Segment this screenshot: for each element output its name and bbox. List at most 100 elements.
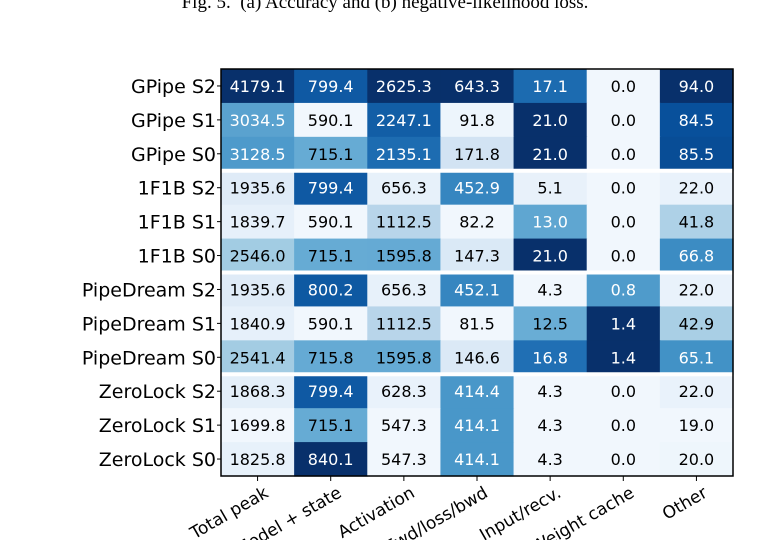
cell-value-label: 3034.5 <box>230 111 286 130</box>
heatmap-cell <box>367 204 442 240</box>
heatmap-cell <box>294 408 368 443</box>
cell-value-label: 840.1 <box>308 450 354 469</box>
cell-value-label: 91.8 <box>459 111 495 130</box>
cell-value-label: 20.0 <box>679 450 715 469</box>
heatmap-cell <box>294 340 368 375</box>
cell-value-label: 4.3 <box>537 280 562 299</box>
cell-value-label: 1825.8 <box>230 450 286 469</box>
cell-value-label: 4.3 <box>537 450 562 469</box>
heatmap-cell <box>586 442 661 477</box>
cell-value-label: 1.4 <box>611 348 636 367</box>
cell-value-label: 5.1 <box>537 179 562 198</box>
cell-value-label: 2625.3 <box>376 77 432 96</box>
heatmap-cell <box>586 170 661 206</box>
heatmap-cell <box>221 238 295 274</box>
cell-value-label: 799.4 <box>308 179 354 198</box>
heatmap-cell <box>367 69 442 104</box>
heatmap-cell <box>513 102 588 138</box>
cell-value-label: 452.9 <box>454 179 500 198</box>
heatmap-cell <box>367 136 442 172</box>
heatmap-cell <box>367 408 442 443</box>
cell-value-label: 1935.6 <box>230 280 286 299</box>
cell-value-label: 1699.8 <box>230 416 286 435</box>
cell-value-label: 0.8 <box>611 280 636 299</box>
heatmap-cell <box>586 272 661 308</box>
cell-value-label: 22.0 <box>679 280 715 299</box>
cell-value-label: 21.0 <box>532 145 568 164</box>
cell-value-label: 4.3 <box>537 382 562 401</box>
heatmap-cell <box>440 102 515 138</box>
cell-value-label: 2546.0 <box>230 247 286 266</box>
row-label: PipeDream S2 <box>82 279 216 301</box>
cell-value-label: 2135.1 <box>376 145 432 164</box>
cell-value-label: 1112.5 <box>376 314 432 333</box>
row-label: PipeDream S1 <box>82 313 216 335</box>
heatmap-cell <box>221 374 295 409</box>
cell-value-label: 0.0 <box>611 382 636 401</box>
heatmap-cell <box>367 170 442 206</box>
heatmap-cell <box>440 408 515 443</box>
cell-value-label: 0.0 <box>611 145 636 164</box>
heatmap-cell <box>221 306 295 341</box>
cell-value-label: 22.0 <box>679 382 715 401</box>
heatmap-cell <box>586 136 661 172</box>
cell-value-label: 799.4 <box>308 77 354 96</box>
cell-value-label: 452.1 <box>454 280 500 299</box>
heatmap-cell <box>294 306 368 341</box>
cell-value-label: 590.1 <box>308 111 354 130</box>
cell-value-label: 0.0 <box>611 77 636 96</box>
cell-value-label: 4179.1 <box>230 77 286 96</box>
heatmap-cell <box>440 272 515 308</box>
cell-value-label: 715.8 <box>308 348 354 367</box>
heatmap-cell <box>294 442 368 477</box>
cell-value-label: 0.0 <box>611 111 636 130</box>
heatmap-cell <box>367 306 442 341</box>
cell-value-label: 146.6 <box>454 348 500 367</box>
cell-value-label: 590.1 <box>308 314 354 333</box>
cell-value-label: 82.2 <box>459 213 495 232</box>
heatmap-cell <box>659 408 734 443</box>
heatmap-cell <box>221 204 295 240</box>
heatmap-cell <box>367 272 442 308</box>
cell-value-label: 81.5 <box>459 314 495 333</box>
cell-value-label: 41.8 <box>679 213 715 232</box>
cell-value-label: 17.1 <box>532 77 568 96</box>
cell-value-label: 3128.5 <box>230 145 286 164</box>
heatmap-cell <box>659 306 734 341</box>
heatmap-cell <box>221 102 295 138</box>
heatmap-cell <box>513 136 588 172</box>
cell-value-label: 643.3 <box>454 77 500 96</box>
cell-value-label: 1839.7 <box>230 213 286 232</box>
heatmap-cell <box>659 272 734 308</box>
cell-value-label: 0.0 <box>611 416 636 435</box>
heatmap-cell <box>440 136 515 172</box>
heatmap-cell <box>586 306 661 341</box>
heatmap-cell <box>513 408 588 443</box>
heatmap-cell <box>367 442 442 477</box>
heatmap-cell <box>513 340 588 375</box>
heatmap-cell <box>586 408 661 443</box>
cell-value-label: 1595.8 <box>376 348 432 367</box>
heatmap-cell <box>221 136 295 172</box>
heatmap-cell <box>659 340 734 375</box>
row-label: PipeDream S0 <box>82 347 216 369</box>
heatmap-cell <box>294 238 368 274</box>
heatmap-cell <box>513 238 588 274</box>
cell-value-label: 414.4 <box>454 382 500 401</box>
column-label: Other <box>659 483 711 524</box>
heatmap-cell <box>659 136 734 172</box>
heatmap-cell <box>586 238 661 274</box>
heatmap-cell <box>367 102 442 138</box>
cell-value-label: 2541.4 <box>230 348 286 367</box>
heatmap-cell <box>440 170 515 206</box>
heatmap-cell <box>659 102 734 138</box>
cell-value-label: 1595.8 <box>376 247 432 266</box>
heatmap-cell <box>440 374 515 409</box>
row-label: ZeroLock S1 <box>99 415 216 437</box>
cell-value-label: 94.0 <box>679 77 715 96</box>
heatmap-cell <box>586 204 661 240</box>
cell-value-label: 19.0 <box>679 416 715 435</box>
row-label: 1F1B S1 <box>138 212 216 234</box>
cell-value-label: 1868.3 <box>230 382 286 401</box>
heatmap-cell <box>221 340 295 375</box>
